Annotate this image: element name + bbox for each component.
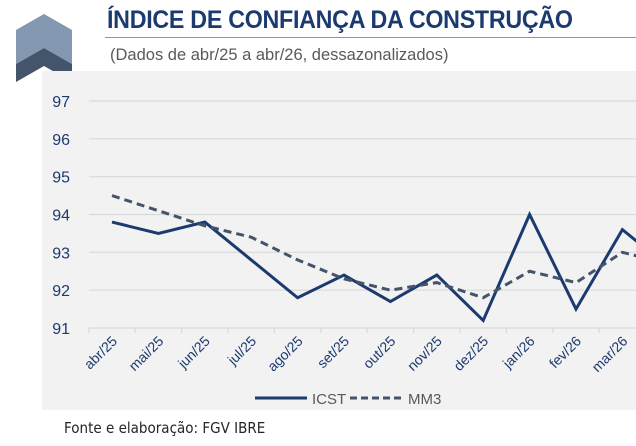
source-note: Fonte e elaboração: FGV IBRE [64,419,266,437]
y-tick-label: 95 [52,170,70,187]
x-tick-label: jul/25 [224,333,260,369]
y-tick-label: 91 [52,321,70,338]
legend: ICST MM3 [255,391,441,408]
series-icst-line [111,210,636,324]
y-tick-label: 94 [52,208,70,225]
page-title: ÍNDICE DE CONFIANÇA DA CONSTRUÇÃO [107,6,573,34]
x-tick-label: set/25 [314,333,352,371]
x-tick-label: mai/25 [125,333,166,374]
x-tick-label: mar/26 [588,333,630,375]
subtitle: (Dados de abr/25 a abr/26, dessazonaliza… [110,46,449,64]
series-mm3-line [111,194,636,300]
chart-panel [42,71,636,410]
x-tick-label: dez/25 [450,333,491,374]
x-tick-label: nov/25 [404,333,445,374]
x-tick-label: jun/25 [174,333,213,372]
y-tick-label: 97 [52,94,70,111]
x-tick-label: ago/25 [264,333,306,375]
x-tick-label: abr/25 [81,333,121,373]
title-divider [105,37,636,38]
legend-icst-label: ICST [312,391,346,408]
y-tick-label: 96 [52,132,70,149]
x-tick-label: out/25 [360,333,399,372]
x-tick-label: fev/26 [546,333,584,371]
x-tick-label: jan/26 [499,333,538,372]
legend-mm3-label: MM3 [408,391,441,408]
logo-chevron-light [16,14,72,64]
y-tick-label: 92 [52,283,70,300]
y-tick-label: 93 [52,245,70,262]
